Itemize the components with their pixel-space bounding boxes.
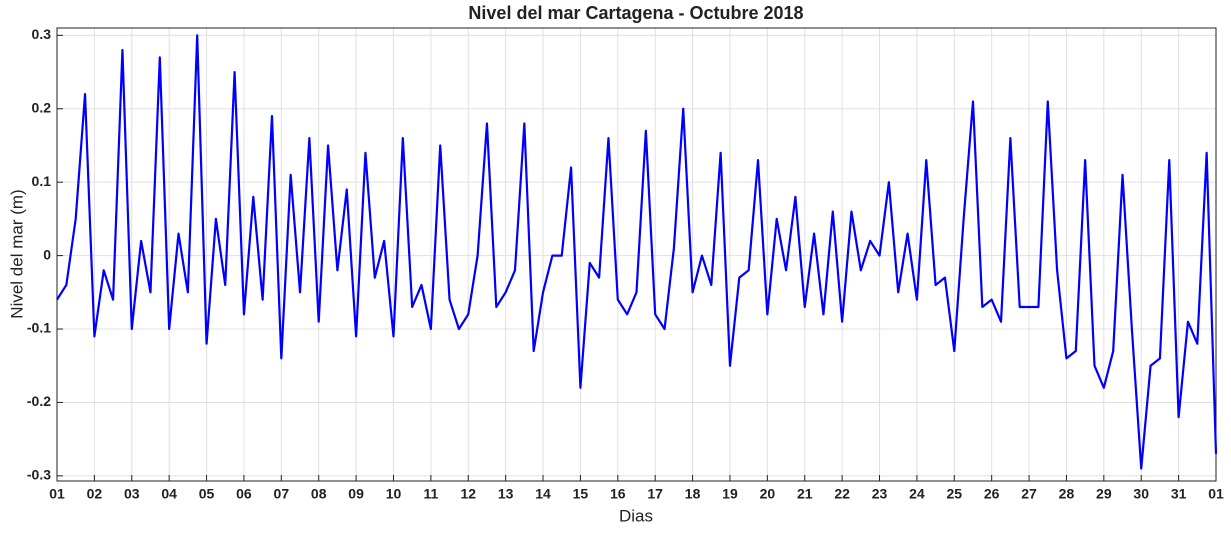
x-tick-label: 26 (984, 486, 1000, 502)
x-tick-label: 06 (236, 486, 252, 502)
x-tick-label: 31 (1171, 486, 1187, 502)
x-tick-label: 09 (348, 486, 364, 502)
y-axis-label: Nivel del mar (m) (7, 189, 26, 318)
x-tick-label: 17 (647, 486, 663, 502)
x-tick-label: 10 (386, 486, 402, 502)
x-tick-label: 14 (535, 486, 551, 502)
x-tick-label: 18 (685, 486, 701, 502)
x-tick-label: 12 (460, 486, 476, 502)
x-tick-label: 07 (274, 486, 290, 502)
x-tick-label: 02 (87, 486, 103, 502)
y-tick-label: -0.2 (27, 393, 51, 409)
plot-frame (56, 27, 1217, 482)
x-tick-label: 28 (1059, 486, 1075, 502)
x-tick-label: 24 (909, 486, 925, 502)
x-tick-label: 27 (1021, 486, 1037, 502)
x-tick-label: 25 (947, 486, 963, 502)
data-line (56, 34, 1218, 470)
x-tick-label: 03 (124, 486, 140, 502)
x-tick-label: 30 (1133, 486, 1149, 502)
y-tick-label: 0.2 (32, 99, 52, 115)
y-tick-label: -0.3 (27, 467, 51, 483)
x-tick-label: 15 (573, 486, 589, 502)
x-tick-label: 08 (311, 486, 327, 502)
y-tick-label: -0.1 (27, 320, 51, 336)
x-tick-label: 01 (1208, 486, 1224, 502)
x-axis-label: Dias (619, 506, 653, 525)
x-tick-label: 13 (498, 486, 514, 502)
x-tick-label: 29 (1096, 486, 1112, 502)
y-tick-label: 0.1 (32, 173, 52, 189)
y-tick-label: 0.3 (32, 26, 52, 42)
x-tick-label: 11 (423, 486, 438, 502)
x-tick-label: 20 (760, 486, 776, 502)
x-tick-label: 05 (199, 486, 215, 502)
x-tick-label: 23 (872, 486, 888, 502)
x-tick-label: 01 (49, 486, 65, 502)
x-tick-label: 19 (722, 486, 738, 502)
x-tick-label: 04 (161, 486, 177, 502)
x-tick-label: 16 (610, 486, 626, 502)
x-tick-label: 21 (797, 486, 813, 502)
y-tick-label: 0 (43, 246, 51, 262)
x-tick-label: 22 (834, 486, 850, 502)
chart-title: Nivel del mar Cartagena - Octubre 2018 (468, 3, 803, 23)
